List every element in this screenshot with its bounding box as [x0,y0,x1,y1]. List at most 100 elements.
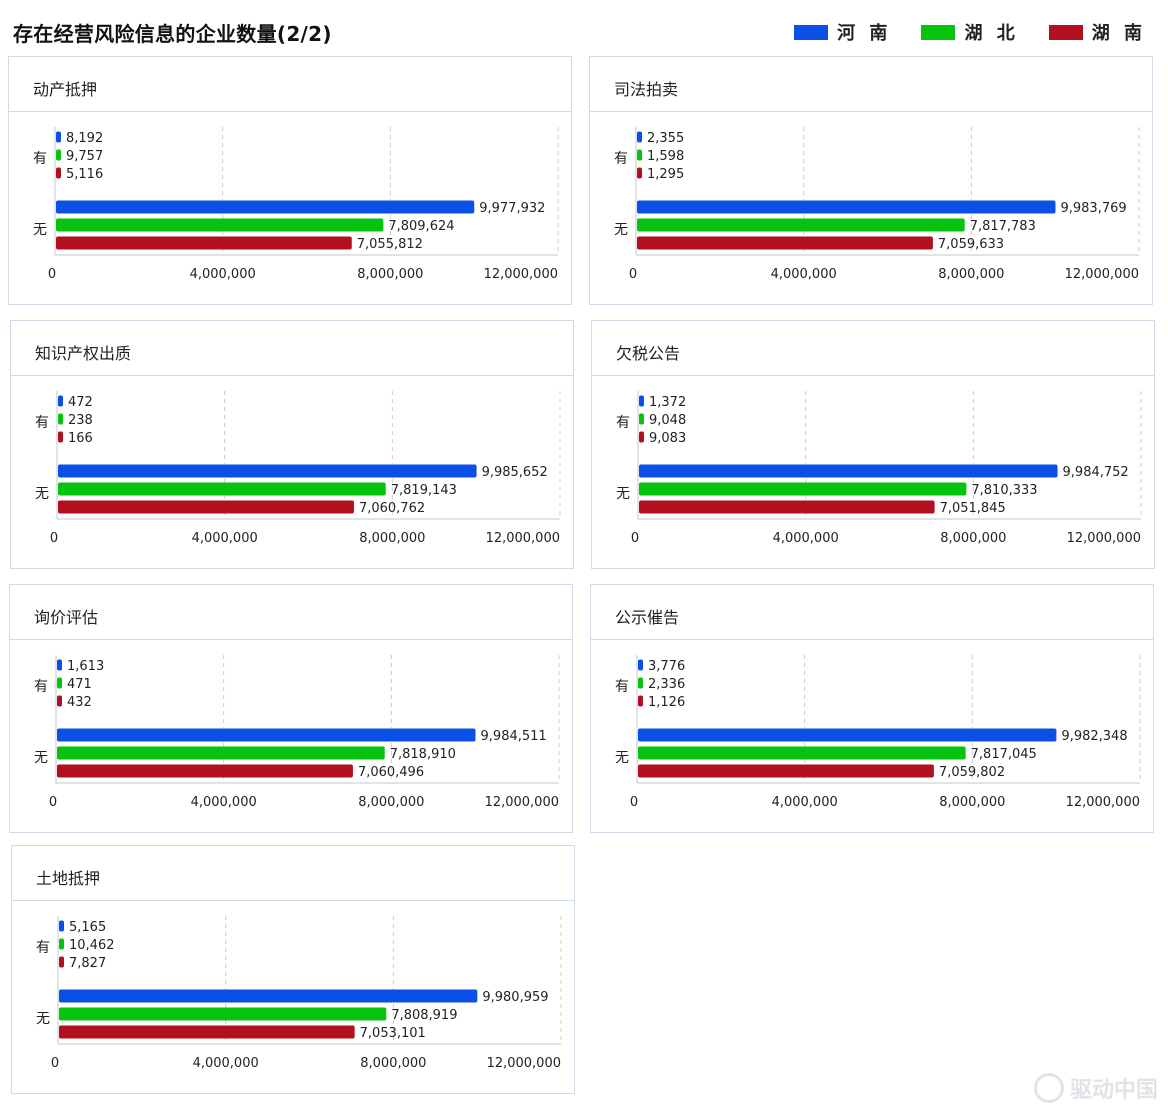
data-label: 7,059,633 [938,237,1004,252]
bar[interactable] [638,728,1057,742]
chart-svg: 0 4,000,000 8,000,000 12,000,000 有 1,372 9,048… [616,391,1142,546]
data-label: 238 [68,413,93,428]
watermark-text: 驱动中国 [1069,1078,1158,1103]
chart-title: 欠税公告 [616,344,681,363]
category-label: 无 [35,486,49,502]
category-label: 有 [35,415,49,431]
bar[interactable] [59,1007,387,1021]
bar[interactable] [637,167,642,179]
bar[interactable] [637,200,1056,214]
bar[interactable] [56,236,352,250]
x-tick-label: 4,000,000 [773,531,839,546]
bar[interactable] [638,677,643,689]
bar[interactable] [638,764,934,778]
bar[interactable] [56,200,475,214]
bar[interactable] [58,500,354,514]
data-label: 7,059,802 [939,765,1005,780]
category-label: 无 [614,222,628,238]
bar[interactable] [637,131,642,143]
x-tick-label: 0 [50,531,58,546]
data-label: 2,355 [647,131,684,146]
panel-divider [10,639,572,640]
bar[interactable] [59,920,64,932]
bar[interactable] [639,395,644,407]
bar[interactable] [56,149,61,161]
data-label: 1,295 [647,167,684,182]
bar[interactable] [56,218,384,232]
bar[interactable] [639,500,935,514]
bar[interactable] [637,218,965,232]
bar[interactable] [639,431,644,443]
x-tick-label: 12,000,000 [486,531,560,546]
x-tick-label: 12,000,000 [1065,267,1139,282]
data-label: 2,336 [648,677,685,692]
x-tick-label: 4,000,000 [772,795,838,810]
bar[interactable] [638,746,966,760]
data-label: 9,980,959 [482,990,548,1005]
bar[interactable] [57,764,353,778]
category-label: 无 [33,222,47,238]
data-label: 9,083 [649,431,686,446]
bar[interactable] [639,482,967,496]
panel-divider [12,900,574,901]
bar[interactable] [59,938,64,950]
bar[interactable] [59,1025,355,1039]
bar[interactable] [57,695,62,707]
bar[interactable] [638,659,643,671]
data-label: 9,048 [649,413,686,428]
chart-svg: 0 4,000,000 8,000,000 12,000,000 有 8,192 9,757… [33,127,559,282]
bar[interactable] [57,746,385,760]
chart-svg: 0 4,000,000 8,000,000 12,000,000 有 2,355 1,598… [614,127,1140,282]
chart-panel-sifa: 司法拍卖 0 4,000,000 8,000,000 12,000,000 有 2,355… [589,56,1153,305]
data-label: 432 [67,695,92,710]
data-label: 5,116 [66,167,103,182]
bar[interactable] [58,395,63,407]
bar[interactable] [58,431,63,443]
bar[interactable] [637,149,642,161]
legend-label-hunan: 湖 南 [1091,23,1146,44]
chart-title: 土地抵押 [36,869,101,888]
page-title: 存在经营风险信息的企业数量(2/2) [13,22,332,46]
category-label: 无 [615,750,629,766]
legend: 河 南 湖 北 湖 南 [794,19,1146,45]
bar[interactable] [56,131,61,143]
bar[interactable] [59,956,64,968]
data-label: 9,984,511 [481,729,547,744]
chart-panel-zhishi: 知识产权出质 0 4,000,000 8,000,000 12,000,000 有 472… [10,320,574,569]
chart-title: 动产抵押 [33,80,98,99]
bar[interactable] [639,413,644,425]
legend-swatch-hubei [921,24,956,40]
bar[interactable] [57,728,476,742]
x-tick-label: 4,000,000 [193,1056,259,1071]
bar[interactable] [58,413,63,425]
x-tick-label: 8,000,000 [938,267,1004,282]
x-tick-label: 0 [630,795,638,810]
bar[interactable] [57,677,62,689]
legend-item-hunan[interactable]: 湖 南 [1048,19,1146,45]
x-tick-label: 12,000,000 [487,1056,561,1071]
legend-item-hubei[interactable]: 湖 北 [921,19,1018,45]
panel-divider [592,375,1154,376]
bar[interactable] [56,167,61,179]
x-tick-label: 4,000,000 [771,267,837,282]
x-tick-label: 12,000,000 [484,267,558,282]
legend-item-henan[interactable]: 河 南 [794,19,891,45]
x-tick-label: 12,000,000 [1066,795,1140,810]
legend-label-hubei: 湖 北 [964,23,1019,44]
x-tick-label: 8,000,000 [360,1056,426,1071]
panel-divider [11,375,573,376]
bar[interactable] [638,695,643,707]
bar[interactable] [639,464,1058,478]
data-label: 472 [68,395,93,410]
data-label: 7,808,919 [391,1008,457,1023]
data-label: 7,827 [69,956,106,971]
bar[interactable] [637,236,933,250]
bar[interactable] [59,989,478,1003]
x-tick-label: 0 [51,1056,59,1071]
chart-panel-gongshi: 公示催告 0 4,000,000 8,000,000 12,000,000 有 3,776… [590,584,1154,833]
bar[interactable] [57,659,62,671]
bar[interactable] [58,464,477,478]
bar[interactable] [58,482,386,496]
data-label: 9,982,348 [1061,729,1127,744]
data-label: 8,192 [66,131,103,146]
